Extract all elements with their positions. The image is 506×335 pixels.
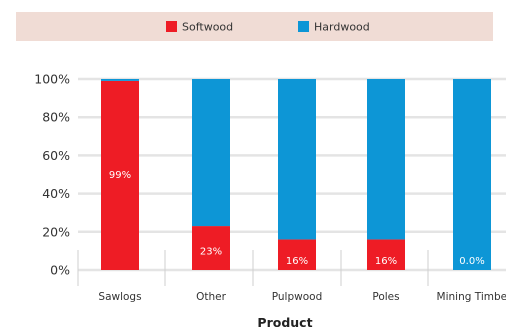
bar-hardwood-other — [192, 79, 230, 227]
data-labels: 99% 23% 16% 16% 0.0% — [109, 170, 485, 267]
bar-hardwood-poles — [367, 79, 405, 240]
bars — [101, 79, 491, 270]
legend-swatch-softwood — [166, 21, 177, 32]
x-tick-label: Mining Timber — [437, 291, 506, 303]
x-axis-title: Product — [257, 315, 312, 330]
bar-softwood-sawlogs — [101, 80, 139, 270]
y-tick-label: 80% — [42, 110, 70, 125]
x-tick-label: Sawlogs — [98, 291, 141, 303]
data-label: 16% — [375, 256, 397, 267]
y-axis: 0% 20% 40% 60% 80% 100% — [34, 72, 70, 278]
y-tick-label: 100% — [34, 72, 70, 87]
bar-softwood-pulpwood — [278, 239, 316, 270]
legend-swatch-hardwood — [298, 21, 309, 32]
data-label: 23% — [200, 246, 222, 257]
x-tick-label: Other — [196, 291, 226, 303]
y-tick-label: 0% — [50, 263, 70, 278]
data-label: 99% — [109, 170, 131, 181]
data-label: 16% — [286, 256, 308, 267]
bar-softwood-other — [192, 226, 230, 270]
bar-hardwood-mining-timber — [453, 79, 491, 270]
data-label: 0.0% — [459, 256, 484, 267]
legend: Softwood Hardwood — [166, 21, 370, 34]
x-tick-label: Pulpwood — [272, 291, 323, 303]
x-axis: Sawlogs Other Pulpwood Poles Mining Timber — [98, 291, 506, 303]
legend-label-hardwood: Hardwood — [314, 21, 370, 34]
legend-label-softwood: Softwood — [182, 21, 233, 34]
legend-background — [16, 12, 493, 41]
bar-hardwood-sawlogs — [101, 79, 139, 81]
bar-softwood-poles — [367, 239, 405, 270]
y-tick-label: 20% — [42, 224, 70, 239]
bar-hardwood-pulpwood — [278, 79, 316, 240]
category-separators — [77, 250, 429, 286]
x-tick-label: Poles — [372, 291, 399, 303]
y-tick-label: 40% — [42, 186, 70, 201]
y-tick-label: 60% — [42, 148, 70, 163]
